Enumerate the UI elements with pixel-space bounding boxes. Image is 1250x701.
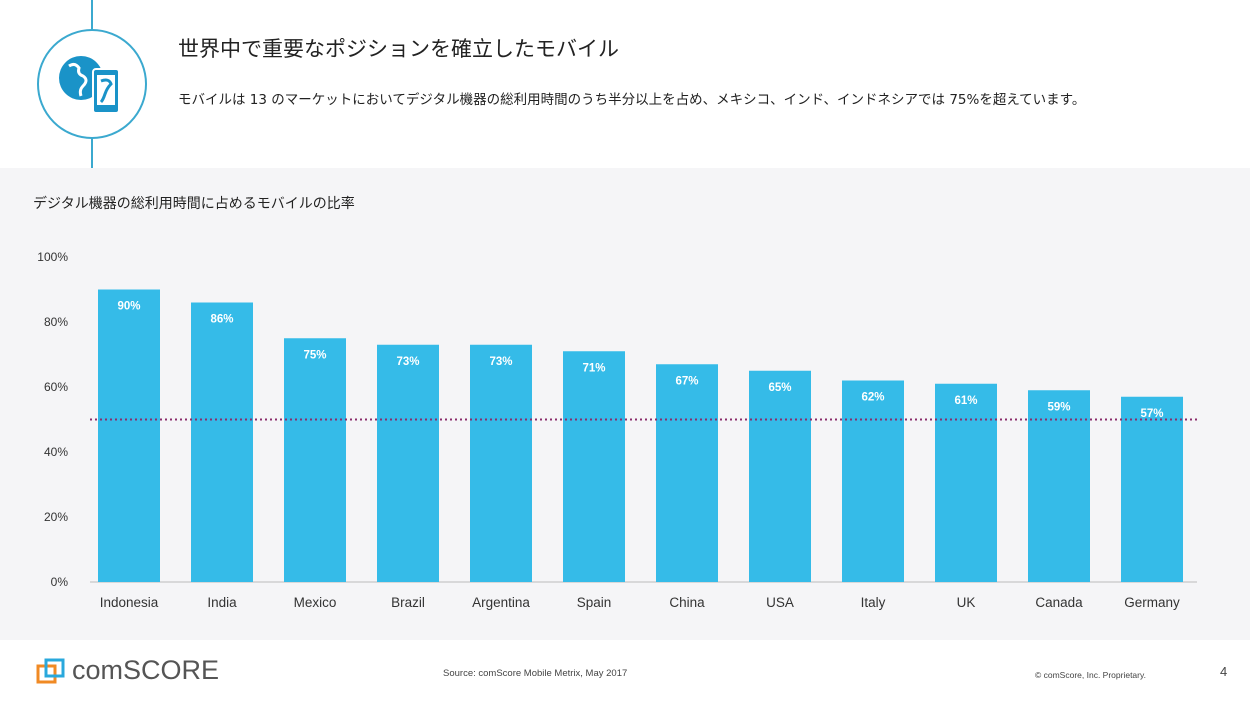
- bar-value-label: 73%: [396, 356, 419, 368]
- globe-mobile-icon: [37, 29, 147, 139]
- x-tick-label: Indonesia: [100, 595, 159, 610]
- y-tick-label: 0%: [51, 575, 69, 589]
- x-tick-label: Mexico: [294, 595, 337, 610]
- x-tick-label: India: [207, 595, 237, 610]
- bar-value-label: 65%: [768, 382, 791, 394]
- bar: [842, 380, 904, 582]
- comscore-logo: comSCORE: [36, 655, 219, 686]
- decor-line-top: [91, 0, 93, 30]
- bar: [656, 364, 718, 582]
- bar-chart: 0% 20% 40% 60% 80% 100% 90% Indonesia 86% India 75…: [37, 250, 1197, 610]
- page-title: 世界中で重要なポジションを確立したモバイル: [178, 37, 619, 61]
- bar-value-label: 86%: [210, 314, 233, 326]
- bar: [284, 338, 346, 582]
- x-tick-label: Spain: [577, 595, 612, 610]
- x-tick-label: Italy: [861, 595, 886, 610]
- bar: [1028, 390, 1090, 582]
- x-tick-label: Germany: [1124, 595, 1180, 610]
- bar-value-label: 67%: [675, 375, 698, 387]
- x-tick-label: UK: [957, 595, 976, 610]
- copyright: © comScore, Inc. Proprietary.: [1035, 670, 1146, 680]
- bar: [470, 344, 532, 582]
- bar-value-label: 57%: [1140, 408, 1163, 420]
- y-tick-label: 80%: [44, 315, 68, 329]
- bar-value-label: 75%: [303, 349, 326, 361]
- x-tick-label: USA: [766, 595, 794, 610]
- x-tick-label: Argentina: [472, 595, 530, 610]
- bar: [1121, 396, 1183, 582]
- logo-text: comSCORE: [72, 655, 220, 685]
- page-subtitle: モバイルは 13 のマーケットにおいてデジタル機器の総利用時間のうち半分以上を占…: [178, 92, 1086, 108]
- bar: [749, 370, 811, 582]
- bar: [98, 289, 160, 582]
- y-tick-label: 20%: [44, 510, 68, 524]
- page-number: 4: [1220, 664, 1228, 679]
- bar-value-label: 73%: [489, 356, 512, 368]
- y-tick-label: 40%: [44, 445, 68, 459]
- x-tick-label: Canada: [1035, 595, 1083, 610]
- bar: [377, 344, 439, 582]
- source-note: Source: comScore Mobile Metrix, May 2017: [443, 668, 628, 679]
- x-tick-label: Brazil: [391, 595, 425, 610]
- bar-value-label: 90%: [117, 301, 140, 313]
- bar-value-label: 62%: [861, 392, 884, 404]
- comscore-logo-icon: [36, 658, 65, 683]
- bar-value-label: 61%: [954, 395, 977, 407]
- y-tick-label: 60%: [44, 380, 68, 394]
- y-tick-label: 100%: [37, 250, 68, 264]
- chart-title: デジタル機器の総利用時間に占めるモバイルの比率: [33, 196, 355, 212]
- bar: [191, 302, 253, 582]
- bar-value-label: 71%: [582, 362, 605, 374]
- bar-value-label: 59%: [1047, 401, 1070, 413]
- decor-line-bottom: [91, 135, 93, 168]
- bar: [935, 383, 997, 582]
- bar: [563, 351, 625, 582]
- x-tick-label: China: [669, 595, 705, 610]
